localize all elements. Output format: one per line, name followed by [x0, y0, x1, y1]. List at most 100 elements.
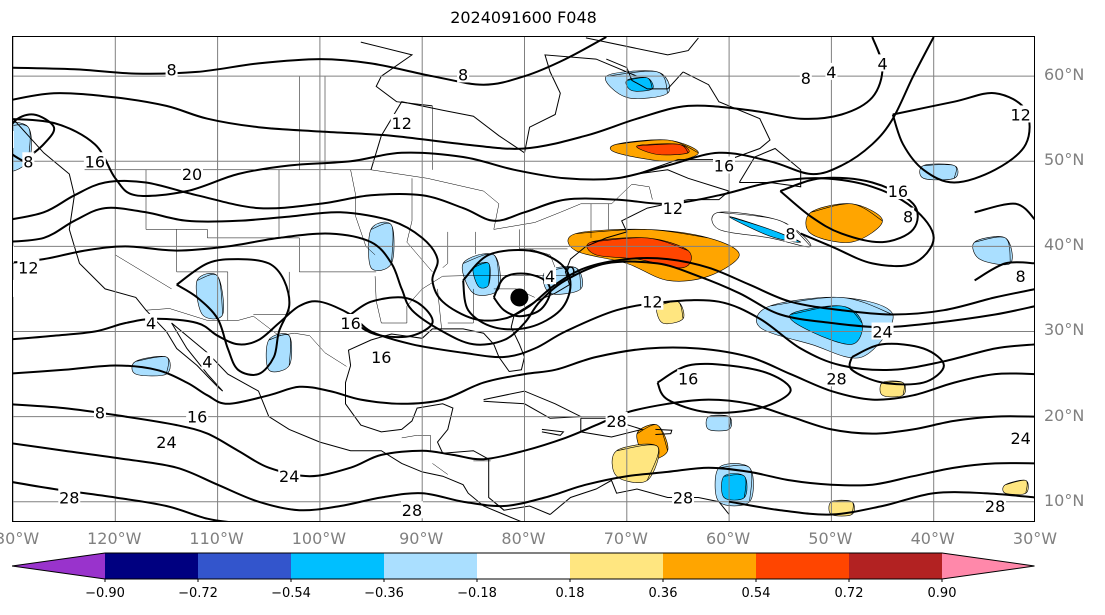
contour-label-34: 28 [606, 412, 626, 431]
anomaly-region-17 [195, 273, 224, 320]
lon-label: 50°W [808, 529, 853, 548]
contour-label-15: 8 [785, 225, 795, 244]
colorbar-tick-label: 0.72 [834, 586, 864, 601]
border-18 [447, 288, 474, 324]
colorbar-tick-label: −0.36 [364, 586, 404, 601]
border-12 [406, 178, 433, 273]
border-23 [401, 435, 431, 452]
anomaly-region-8 [789, 305, 863, 345]
lat-label: 60°N [1044, 65, 1085, 85]
contour-label-bg [1009, 105, 1032, 123]
contour-label-8: 16 [85, 152, 105, 171]
contour-label-bg [784, 224, 797, 242]
colorbar-bin [756, 553, 850, 579]
lat-label: 50°N [1044, 150, 1085, 170]
anomaly-region-27 [1002, 479, 1029, 495]
contours-layer [13, 37, 1034, 521]
contour-label-bg [902, 207, 915, 225]
contour-line-21 [974, 202, 1034, 221]
map-title: 2024091600 F048 [450, 8, 597, 27]
contour-label-bg [22, 152, 35, 170]
contour-label-38: 28 [985, 497, 1005, 516]
contour-label-26: 24 [872, 322, 892, 341]
contour-label-0: 8 [166, 60, 176, 79]
border-8 [115, 229, 172, 290]
contour-line-19 [656, 362, 792, 414]
contour-label-bg [201, 352, 214, 370]
contour-label-bg [876, 54, 889, 72]
lat-label: 10°N [1044, 490, 1085, 510]
contour-label-7: 8 [23, 152, 33, 171]
contour-line-18 [349, 296, 434, 339]
contour-label-18: 12 [18, 259, 38, 278]
contour-label-11: 16 [714, 157, 734, 176]
contour-label-bg [672, 488, 695, 506]
colorbar-bin [477, 553, 571, 579]
lon-label: 70°W [603, 529, 648, 548]
border-14 [442, 231, 449, 268]
contour-label-36: 28 [673, 488, 693, 507]
colorbar-bin [849, 553, 943, 579]
contour-line-2 [13, 37, 935, 198]
contour-label-10: 12 [392, 114, 412, 133]
contour-label-bg [457, 65, 470, 83]
border-13 [374, 275, 568, 324]
colorbar-bin [198, 553, 292, 579]
contour-label-bg [886, 182, 909, 200]
border-19 [493, 288, 535, 298]
lat-label: 20°N [1044, 405, 1085, 425]
contour-label-bg [155, 433, 178, 451]
colorbar-bin [291, 553, 385, 579]
contour-label-bg [165, 60, 178, 78]
contour-label-bg [400, 501, 423, 519]
contour-label-bg [712, 156, 735, 174]
contour-line-14 [891, 92, 1031, 184]
map-canvas: 8884412481620121616812881612124416164122… [13, 37, 1034, 521]
contour-label-2: 8 [801, 69, 811, 88]
colorbar-extend-low [12, 553, 105, 579]
contour-line-16 [13, 113, 56, 163]
coastline-6 [483, 390, 583, 419]
contour-line-0 [13, 37, 607, 86]
border-16 [519, 229, 568, 250]
graticule-layer [13, 37, 1034, 521]
coastline-1 [171, 322, 521, 521]
contour-label-28: 16 [187, 408, 207, 427]
contour-label-bg [871, 322, 894, 340]
contour-label-bg [661, 199, 684, 217]
border-24 [432, 463, 448, 475]
contour-label-bg [1014, 267, 1027, 285]
anomaly-region-4 [805, 203, 883, 243]
colorbar-tick-label: 0.90 [927, 586, 957, 601]
coastline-0 [13, 118, 224, 392]
border-6 [278, 169, 377, 273]
contour-label-14: 12 [663, 199, 683, 218]
colorbar-tick-label: 0.36 [648, 586, 678, 601]
contour-label-37: 24 [1010, 429, 1030, 448]
colorbar-tick-label: 0.18 [555, 586, 585, 601]
anomaly-region-29 [919, 163, 959, 181]
colorbar-bin [105, 553, 199, 579]
lon-label: 80°W [501, 529, 546, 548]
coastline-12 [606, 58, 684, 90]
contour-line-7 [462, 248, 572, 331]
contour-label-bg [799, 68, 812, 86]
contour-label-35: 28 [826, 369, 846, 388]
contour-label-bg [13, 130, 14, 148]
contour-label-bg [17, 258, 40, 276]
contour-label-bg [278, 467, 301, 485]
coastline-14 [360, 41, 433, 107]
contour-label-bg [145, 313, 158, 331]
contour-label-29: 24 [156, 433, 176, 452]
lat-label: 40°N [1044, 235, 1085, 255]
low-center-marker [510, 288, 529, 307]
contour-label-12: 16 [888, 182, 908, 201]
contour-label-3: 4 [826, 63, 836, 82]
map-frame: 8884412481620121616812881612124416164122… [12, 36, 1035, 522]
colorbar-extend-high [942, 553, 1035, 579]
contour-label-bg [186, 407, 209, 425]
contour-label-bg [390, 113, 413, 131]
contour-label-bg [1009, 428, 1032, 446]
contour-line-20 [848, 342, 945, 386]
contour-label-bg [339, 313, 362, 331]
